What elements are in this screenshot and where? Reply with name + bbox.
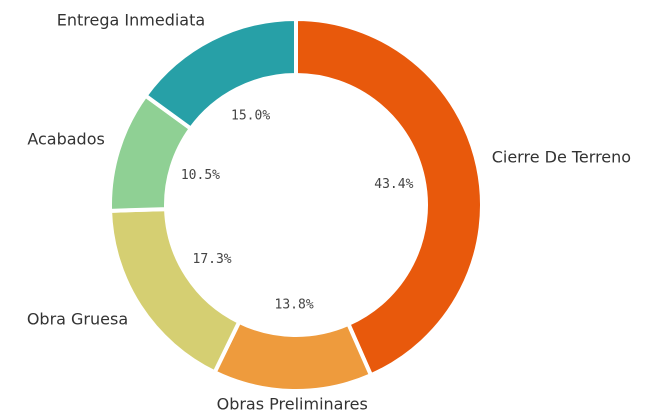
- value-label: 10.5%: [181, 168, 220, 183]
- category-label: Obra Gruesa: [27, 309, 128, 328]
- donut-segment: [108, 207, 242, 375]
- category-label: Obras Preliminares: [217, 394, 368, 413]
- category-label: Cierre De Terreno: [492, 147, 631, 166]
- value-label: 17.3%: [193, 252, 232, 267]
- donut-segment: [212, 319, 373, 393]
- category-label: Acabados: [27, 130, 105, 149]
- donut-segment: [143, 17, 298, 131]
- value-label: 15.0%: [231, 108, 270, 123]
- value-label: 13.8%: [275, 297, 314, 312]
- donut-segment: [294, 17, 484, 378]
- category-label: Entrega Inmediata: [57, 10, 205, 29]
- value-label: 43.4%: [374, 177, 413, 192]
